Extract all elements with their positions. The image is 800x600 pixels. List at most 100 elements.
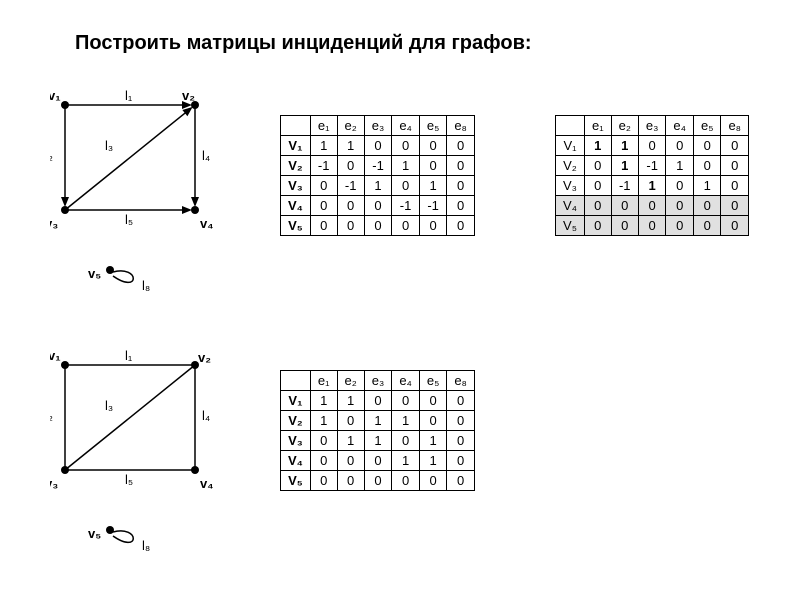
matrix-cell: 0 xyxy=(611,216,638,236)
svg-text:l₁: l₁ xyxy=(125,350,133,363)
matrix-cell: 0 xyxy=(447,216,475,236)
row-header: V₂ xyxy=(281,156,311,176)
matrix-cell: 0 xyxy=(310,216,337,236)
matrix-cell: 1 xyxy=(310,391,337,411)
column-header: e₈ xyxy=(447,371,475,391)
matrix-cell: 0 xyxy=(364,136,392,156)
matrix-cell: 0 xyxy=(721,196,749,216)
matrix-cell: 0 xyxy=(447,136,475,156)
column-header: e₁ xyxy=(584,116,611,136)
svg-text:l₂: l₂ xyxy=(50,148,53,163)
matrix-cell: 1 xyxy=(419,451,446,471)
graph-1: l₁l₂l₃l₄l₅v₁v₂v₃v₄v₅l₈ xyxy=(50,90,230,290)
column-header: e₁ xyxy=(310,371,337,391)
column-header: e₈ xyxy=(721,116,749,136)
matrix-cell: 0 xyxy=(447,196,475,216)
matrix-cell: 0 xyxy=(447,411,475,431)
row-header: V₄ xyxy=(281,451,311,471)
svg-text:v₁: v₁ xyxy=(50,350,61,363)
matrix-cell: 0 xyxy=(447,391,475,411)
matrix-cell: 0 xyxy=(638,216,666,236)
matrix-cell: 0 xyxy=(666,136,694,156)
row-header: V₂ xyxy=(556,156,585,176)
matrix-cell: 1 xyxy=(611,156,638,176)
matrix-cell: 0 xyxy=(337,451,364,471)
matrix-cell: 0 xyxy=(392,136,420,156)
svg-text:l₃: l₃ xyxy=(105,398,113,413)
column-header: e₄ xyxy=(392,371,420,391)
matrix-cell: -1 xyxy=(364,156,392,176)
column-header: e₅ xyxy=(419,116,446,136)
matrix-cell: 0 xyxy=(364,391,392,411)
matrix-cell: 0 xyxy=(364,451,392,471)
matrix-cell: 1 xyxy=(666,156,694,176)
svg-text:l₅: l₅ xyxy=(125,472,133,487)
row-header: V₄ xyxy=(281,196,311,216)
column-header: e₃ xyxy=(364,116,392,136)
row-header: V₅ xyxy=(556,216,585,236)
column-header: e₈ xyxy=(447,116,475,136)
matrix-cell: 1 xyxy=(337,431,364,451)
matrix-cell: 0 xyxy=(638,196,666,216)
matrix-cell: 1 xyxy=(611,136,638,156)
matrix-cell: -1 xyxy=(310,156,337,176)
matrix-cell: 0 xyxy=(666,176,694,196)
matrix-cell: 0 xyxy=(310,176,337,196)
row-header: V₁ xyxy=(281,136,311,156)
matrix-cell: 0 xyxy=(584,156,611,176)
matrix-cell: 0 xyxy=(337,216,364,236)
svg-text:v₂: v₂ xyxy=(182,90,195,103)
matrix-cell: 0 xyxy=(392,471,420,491)
page-title: Построить матрицы инциденций для графов: xyxy=(75,32,532,55)
matrix-cell: 0 xyxy=(447,156,475,176)
matrix-cell: -1 xyxy=(392,196,420,216)
column-header: e₃ xyxy=(638,116,666,136)
svg-text:l₄: l₄ xyxy=(202,148,210,163)
svg-text:v₅: v₅ xyxy=(88,526,101,541)
matrix-cell: 0 xyxy=(364,471,392,491)
row-header: V₃ xyxy=(281,176,311,196)
matrix-cell: 1 xyxy=(364,431,392,451)
matrix-cell: 0 xyxy=(392,216,420,236)
svg-text:v₁: v₁ xyxy=(50,90,61,103)
matrix-cell: 0 xyxy=(447,176,475,196)
column-header: e₅ xyxy=(693,116,720,136)
matrix-cell: 0 xyxy=(364,196,392,216)
matrix-cell: 0 xyxy=(584,176,611,196)
matrix-cell: 0 xyxy=(419,411,446,431)
matrix-cell: 0 xyxy=(584,216,611,236)
matrix-cell: 0 xyxy=(693,196,720,216)
matrix-cell: 1 xyxy=(337,391,364,411)
matrix-cell: 0 xyxy=(337,411,364,431)
matrix-cell: 0 xyxy=(638,136,666,156)
matrix-cell: 0 xyxy=(419,136,446,156)
matrix-cell: 0 xyxy=(419,156,446,176)
matrix-cell: 0 xyxy=(392,431,420,451)
incidence-matrix-1: e₁e₂e₃e₄e₅e₈V₁110000V₂-10-1100V₃0-11010V… xyxy=(280,115,475,236)
column-header: e₂ xyxy=(611,116,638,136)
matrix-cell: 1 xyxy=(419,431,446,451)
svg-text:l₂: l₂ xyxy=(50,408,53,423)
row-header: V₂ xyxy=(281,411,311,431)
incidence-matrix-2: e₁e₂e₃e₄e₅e₈V₁110000V₂01-1100V₃0-11010V₄… xyxy=(555,115,749,236)
column-header: e₁ xyxy=(310,116,337,136)
matrix-cell: 0 xyxy=(611,196,638,216)
column-header xyxy=(556,116,585,136)
column-header xyxy=(281,371,311,391)
matrix-cell: 0 xyxy=(337,471,364,491)
matrix-cell: 0 xyxy=(721,176,749,196)
matrix-cell: -1 xyxy=(337,176,364,196)
column-header: e₂ xyxy=(337,116,364,136)
matrix-cell: 0 xyxy=(419,216,446,236)
column-header: e₃ xyxy=(364,371,392,391)
svg-text:l₅: l₅ xyxy=(125,212,133,227)
matrix-cell: 1 xyxy=(310,136,337,156)
graph-2: l₁l₂l₃l₄l₅v₁v₂v₃v₄v₅l₈ xyxy=(50,350,230,550)
matrix-cell: 0 xyxy=(693,136,720,156)
matrix-cell: 0 xyxy=(721,216,749,236)
svg-text:v₄: v₄ xyxy=(200,476,213,491)
matrix-cell: 1 xyxy=(419,176,446,196)
matrix-cell: 0 xyxy=(392,391,420,411)
column-header: e₂ xyxy=(337,371,364,391)
matrix-cell: 0 xyxy=(693,216,720,236)
